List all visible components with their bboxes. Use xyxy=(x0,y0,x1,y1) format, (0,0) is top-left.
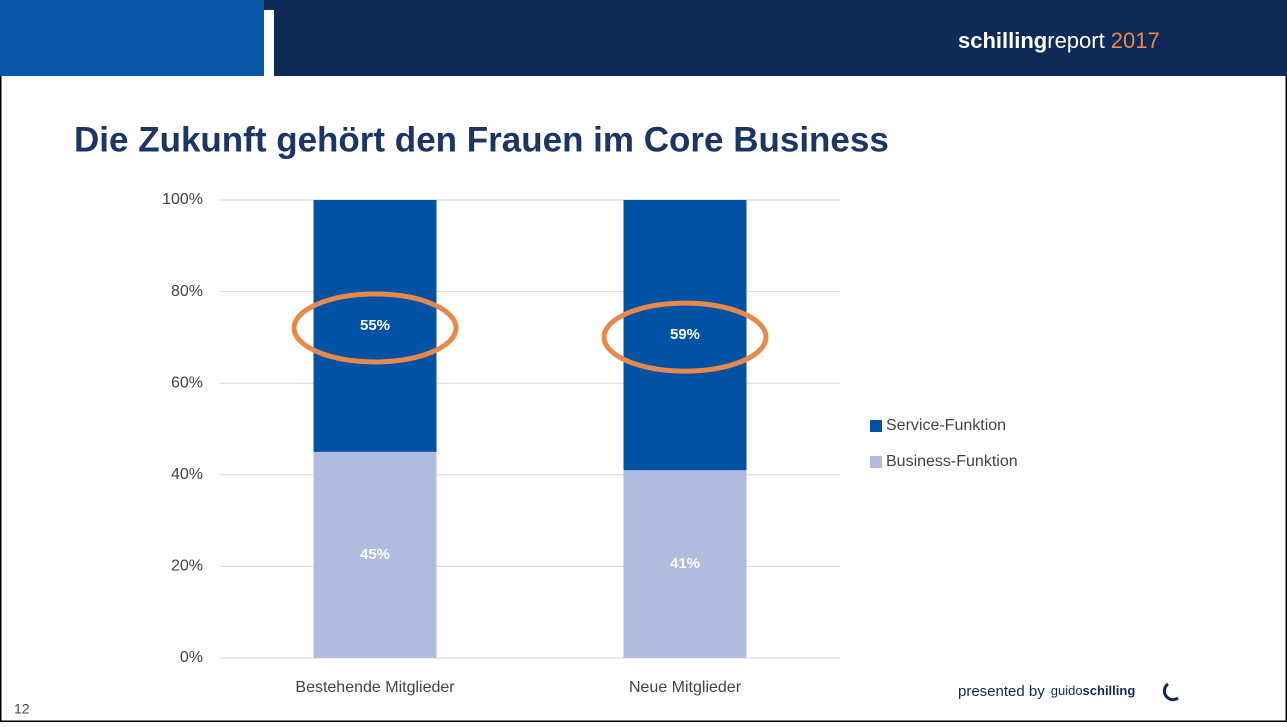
chart-title: Die Zukunft gehört den Frauen im Core Bu… xyxy=(74,120,889,159)
page-number: 12 xyxy=(14,701,30,717)
legend-label: Business-Funktion xyxy=(886,453,1018,470)
logo-light: guido xyxy=(1051,683,1083,698)
bar-segment xyxy=(313,200,437,452)
legend-label: Service-Funktion xyxy=(886,417,1006,434)
bar-segment xyxy=(313,451,437,658)
data-label: 45% xyxy=(360,546,390,563)
brand-light: report xyxy=(1047,28,1104,53)
bar-segment xyxy=(623,200,747,471)
y-tick-label: 40% xyxy=(171,466,203,483)
footer-logo: presented by guidoschilling xyxy=(958,683,1135,700)
x-tick-label: Bestehende Mitglieder xyxy=(295,679,455,696)
data-label: 41% xyxy=(670,555,700,572)
highlight-ellipse xyxy=(291,291,459,365)
legend-swatch xyxy=(870,420,882,432)
x-tick-label: Neue Mitglieder xyxy=(629,679,742,696)
brand-year: 2017 xyxy=(1111,28,1160,53)
bar-segment xyxy=(623,470,747,658)
highlight-ellipse xyxy=(601,300,769,374)
legend-swatch xyxy=(870,456,882,468)
presented-by: presented by xyxy=(958,683,1045,700)
header-divider xyxy=(264,10,274,76)
logo-ring xyxy=(1162,682,1179,702)
brand-bold: schilling xyxy=(958,28,1047,53)
y-tick-label: 80% xyxy=(171,283,203,300)
data-label: 59% xyxy=(670,326,700,343)
logo-bold: schilling xyxy=(1083,683,1136,698)
y-tick-label: 60% xyxy=(171,374,203,391)
data-label: 55% xyxy=(360,317,390,334)
y-tick-label: 20% xyxy=(171,558,203,575)
header-block xyxy=(0,0,264,76)
y-tick-label: 0% xyxy=(180,649,203,666)
brand: schillingreport 2017 xyxy=(958,28,1160,53)
y-tick-label: 100% xyxy=(162,191,203,208)
